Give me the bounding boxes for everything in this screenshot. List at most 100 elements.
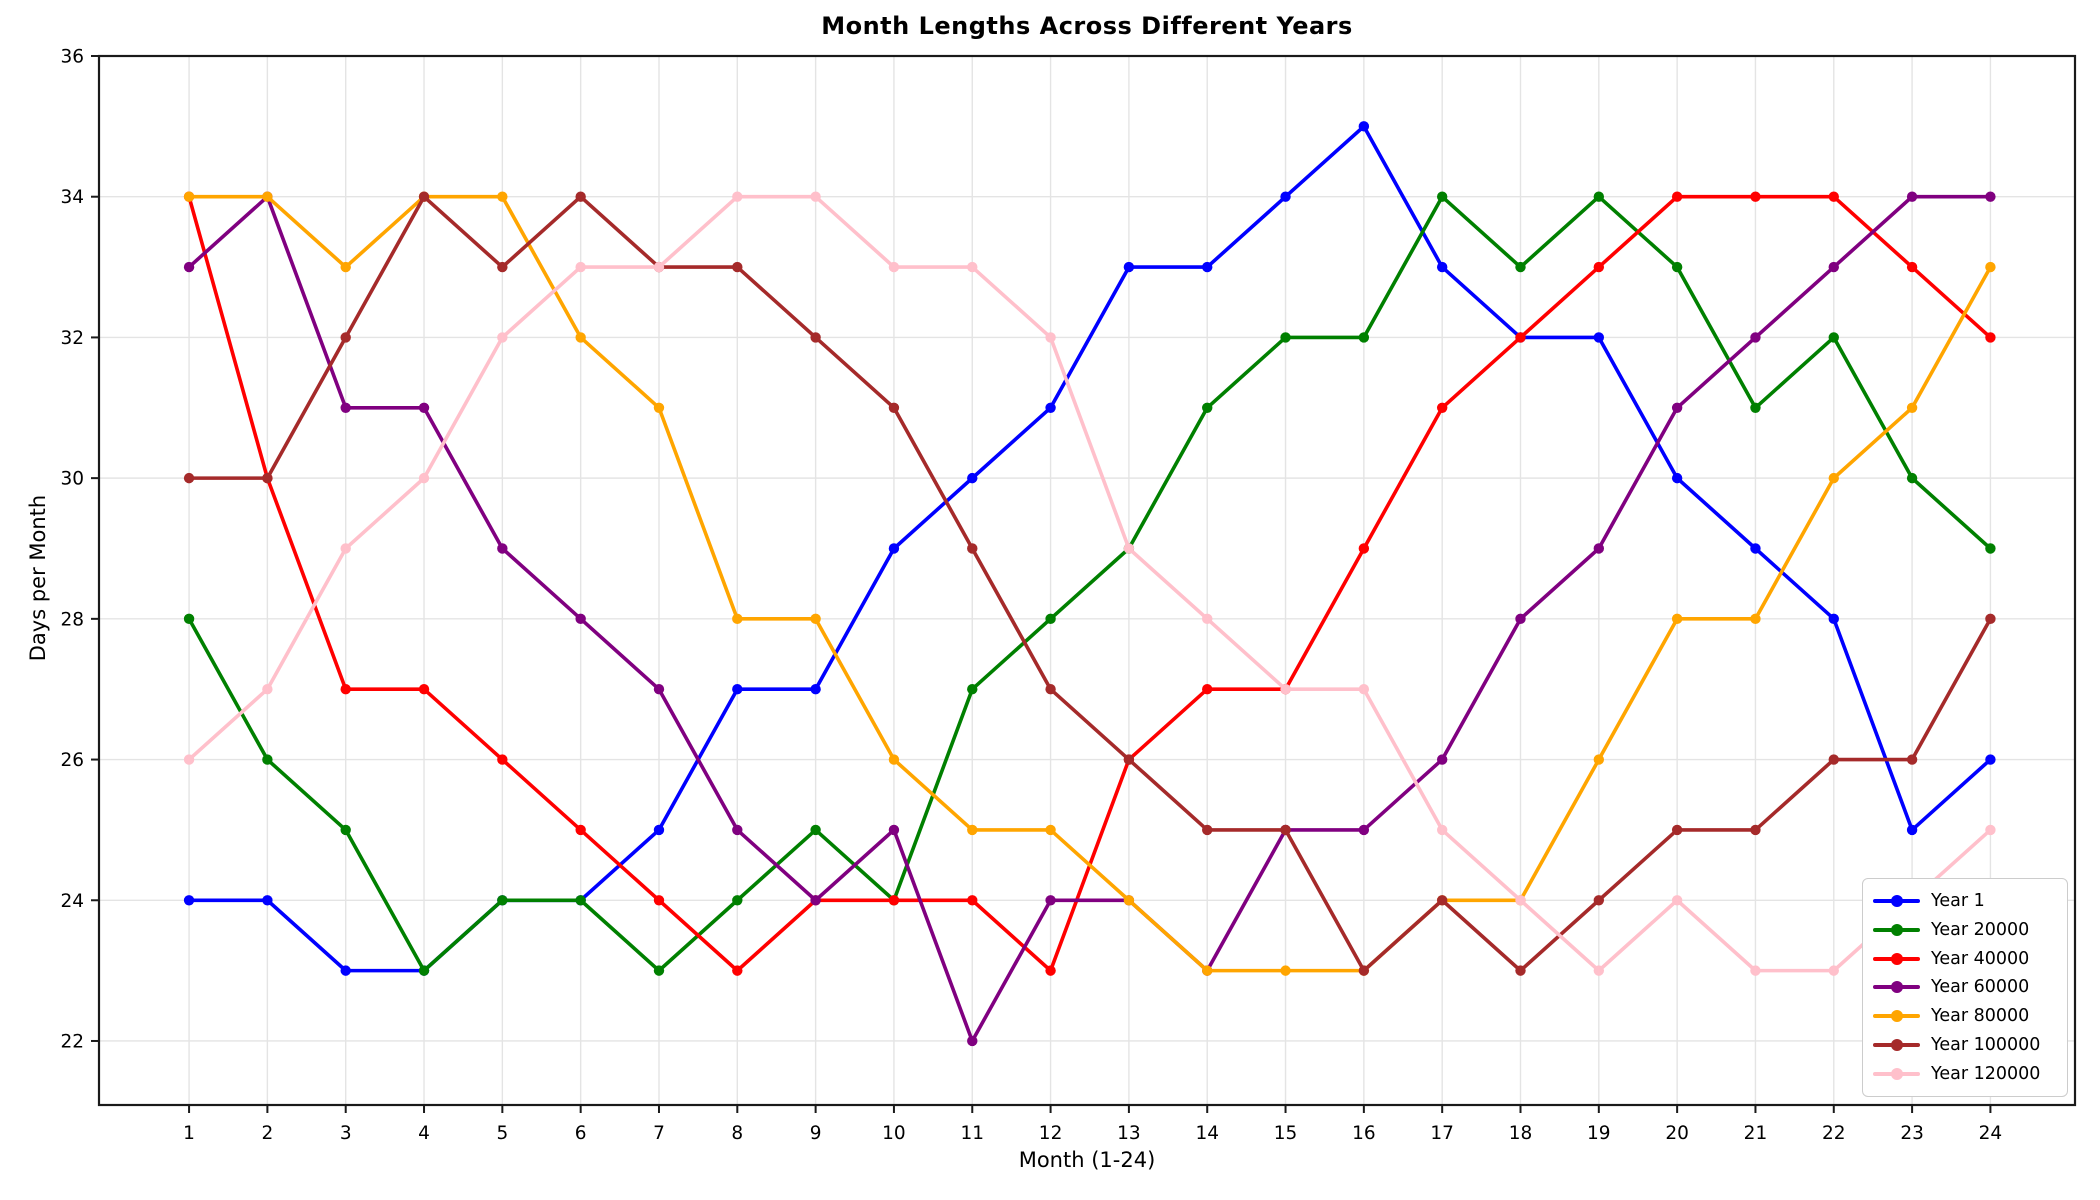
data-point-year-80000 xyxy=(183,191,195,202)
legend-line-swatch xyxy=(1873,924,1920,937)
data-point-year-20000 xyxy=(732,895,743,906)
data-point-year-1 xyxy=(653,824,665,836)
data-point-year-120000 xyxy=(1123,543,1135,554)
data-point-year-100000 xyxy=(1202,824,1213,836)
data-point-year-40000 xyxy=(888,895,900,906)
data-point-year-100000 xyxy=(888,402,900,413)
legend-item: Year 40000 xyxy=(1873,945,2057,973)
data-point-year-80000 xyxy=(575,332,586,343)
data-point-year-1 xyxy=(967,472,978,484)
data-point-year-20000 xyxy=(1750,402,1761,413)
data-point-year-80000 xyxy=(1593,754,1605,765)
data-point-year-1 xyxy=(888,543,900,554)
legend-label: Year 1 xyxy=(1931,891,1985,912)
data-point-year-1 xyxy=(1750,543,1761,554)
x-tick-label: 17 xyxy=(1430,1123,1454,1144)
data-point-year-20000 xyxy=(1828,332,1839,343)
y-axis-label: Days per Month xyxy=(26,494,50,662)
data-point-year-20000 xyxy=(810,824,821,836)
data-point-year-60000 xyxy=(1828,261,1839,273)
data-point-year-100000 xyxy=(1906,754,1918,765)
y-tick-label: 30 xyxy=(60,469,84,490)
data-point-year-80000 xyxy=(497,191,508,202)
data-point-year-20000 xyxy=(1358,332,1370,343)
data-point-year-80000 xyxy=(1123,895,1135,906)
data-point-year-60000 xyxy=(1906,191,1918,202)
data-point-year-60000 xyxy=(418,402,430,413)
data-point-year-100000 xyxy=(1593,895,1605,906)
data-point-year-1 xyxy=(1280,191,1291,202)
x-tick-label: 8 xyxy=(731,1123,743,1144)
legend-item: Year 100000 xyxy=(1873,1031,2057,1059)
data-point-year-100000 xyxy=(497,261,508,273)
legend-marker-dot xyxy=(1890,952,1903,965)
data-point-year-60000 xyxy=(1593,543,1605,554)
data-point-year-20000 xyxy=(340,824,351,836)
series-line-year-1 xyxy=(187,124,1993,973)
data-point-year-40000 xyxy=(653,895,665,906)
data-point-year-80000 xyxy=(340,261,351,273)
data-point-year-40000 xyxy=(1045,965,1056,976)
data-point-year-20000 xyxy=(1515,261,1526,273)
data-point-year-100000 xyxy=(1123,754,1135,765)
series-line-year-120000 xyxy=(187,194,1993,973)
data-point-year-100000 xyxy=(1280,824,1291,836)
data-point-year-100000 xyxy=(1985,613,1996,625)
data-point-year-80000 xyxy=(967,824,978,836)
x-tick-label: 7 xyxy=(653,1123,665,1144)
y-tick-label: 24 xyxy=(60,891,84,912)
data-point-year-40000 xyxy=(967,895,978,906)
legend-item: Year 60000 xyxy=(1873,973,2057,1001)
data-point-year-80000 xyxy=(888,754,900,765)
data-point-year-40000 xyxy=(1436,402,1448,413)
data-point-year-120000 xyxy=(810,191,821,202)
x-tick-label: 13 xyxy=(1117,1123,1141,1144)
series-line-year-20000 xyxy=(187,194,1993,973)
data-point-year-120000 xyxy=(418,472,430,484)
data-point-year-120000 xyxy=(653,261,665,273)
data-point-year-80000 xyxy=(1045,824,1056,836)
data-point-year-1 xyxy=(1671,472,1683,484)
data-point-year-120000 xyxy=(1671,895,1683,906)
data-point-year-1 xyxy=(1985,754,1996,765)
series-line-year-80000 xyxy=(187,194,1993,973)
data-point-year-40000 xyxy=(1906,261,1918,273)
legend-label: Year 40000 xyxy=(1931,948,2030,969)
data-point-year-20000 xyxy=(1436,191,1448,202)
data-point-year-60000 xyxy=(1671,402,1683,413)
data-point-year-20000 xyxy=(1593,191,1605,202)
data-point-year-100000 xyxy=(1358,965,1370,976)
data-point-year-120000 xyxy=(340,543,351,554)
data-point-year-60000 xyxy=(183,261,195,273)
data-point-year-80000 xyxy=(1671,613,1683,625)
legend-marker-dot xyxy=(1890,924,1903,937)
x-tick-label: 4 xyxy=(418,1123,430,1144)
data-point-year-120000 xyxy=(1750,965,1761,976)
data-point-year-1 xyxy=(732,683,743,695)
data-point-year-20000 xyxy=(183,613,195,625)
data-point-year-20000 xyxy=(575,895,586,906)
data-point-year-120000 xyxy=(262,683,273,695)
data-point-year-100000 xyxy=(1436,895,1448,906)
legend-marker-dot xyxy=(1890,1038,1903,1051)
legend-label: Year 60000 xyxy=(1931,977,2030,998)
data-point-year-100000 xyxy=(810,332,821,343)
data-point-year-20000 xyxy=(1906,472,1918,484)
data-point-year-120000 xyxy=(1280,683,1291,695)
legend-marker-dot xyxy=(1890,1067,1903,1080)
data-point-year-100000 xyxy=(1671,824,1683,836)
data-point-year-80000 xyxy=(1202,965,1213,976)
data-point-year-40000 xyxy=(418,683,430,695)
data-point-year-40000 xyxy=(575,824,586,836)
x-tick-label: 23 xyxy=(1900,1123,1924,1144)
legend-line-swatch xyxy=(1873,895,1920,908)
data-point-year-60000 xyxy=(575,613,586,625)
x-tick-label: 12 xyxy=(1039,1123,1063,1144)
data-point-year-100000 xyxy=(418,191,430,202)
data-point-year-60000 xyxy=(1515,613,1526,625)
data-point-year-100000 xyxy=(183,472,195,484)
legend-line-swatch xyxy=(1873,1038,1920,1051)
data-point-year-100000 xyxy=(1515,965,1526,976)
x-tick-label: 3 xyxy=(340,1123,352,1144)
